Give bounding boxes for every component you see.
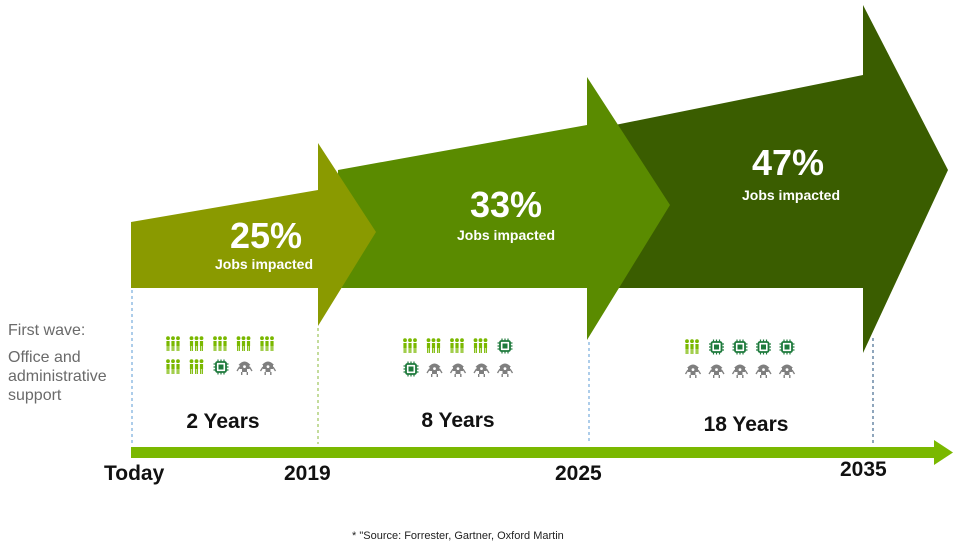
timeline-label-2019: 2019 [284, 462, 331, 485]
job-icons [166, 336, 796, 378]
timeline-label-today: Today [104, 462, 165, 485]
robot-icon [708, 364, 725, 378]
people-icon [473, 338, 488, 353]
robot-icon [236, 361, 253, 375]
stage-1-percent: 25% [229, 215, 303, 256]
stage-2-caption: Jobs impacted [456, 227, 556, 243]
people-icon [685, 339, 699, 354]
stage-3-caption: Jobs impacted [741, 187, 841, 203]
people-icon [189, 336, 204, 351]
people-icon [450, 338, 464, 353]
stage-1-years: 2 Years [186, 410, 260, 433]
people-icon [189, 359, 204, 374]
arrow-stage-2 [338, 77, 670, 340]
chip-icon [213, 359, 229, 375]
timeline-label-2035: 2035 [840, 458, 887, 481]
chip-icon [403, 361, 419, 377]
timeline-label-2025: 2025 [555, 462, 602, 485]
stage-2-years: 8 Years [421, 409, 495, 432]
timeline-arrow [131, 440, 953, 465]
people-icon [260, 336, 274, 351]
robot-icon [778, 364, 796, 378]
stage-3-years: 18 Years [703, 413, 789, 436]
robot-icon [684, 364, 702, 378]
chip-icon [779, 339, 795, 355]
chip-icon [756, 339, 771, 355]
chip-icon [732, 339, 748, 355]
stage-2-percent: 33% [469, 184, 543, 225]
stage-3-percent: 47% [751, 142, 825, 183]
robot-icon [731, 364, 749, 378]
source-note: * "Source: Forrester, Gartner, Oxford Ma… [352, 530, 564, 542]
people-icon [166, 359, 180, 374]
robot-icon [259, 361, 277, 375]
robot-icon [755, 364, 772, 378]
arrow-stage-3 [615, 5, 948, 353]
people-icon [213, 336, 227, 351]
robot-icon [473, 363, 490, 377]
people-icon [236, 336, 251, 351]
people-icon [166, 336, 180, 351]
chip-icon [497, 338, 513, 354]
robot-icon [426, 363, 443, 377]
stage-1-caption: Jobs impacted [214, 256, 314, 272]
people-icon [426, 338, 441, 353]
arrow-stage-1 [131, 143, 376, 326]
robot-icon [449, 363, 467, 377]
first-wave-label: First wave: [8, 322, 86, 339]
people-icon [403, 338, 417, 353]
robot-icon [496, 363, 514, 377]
first-wave-category: Office and administrative support [8, 349, 107, 404]
chip-icon [709, 339, 724, 355]
